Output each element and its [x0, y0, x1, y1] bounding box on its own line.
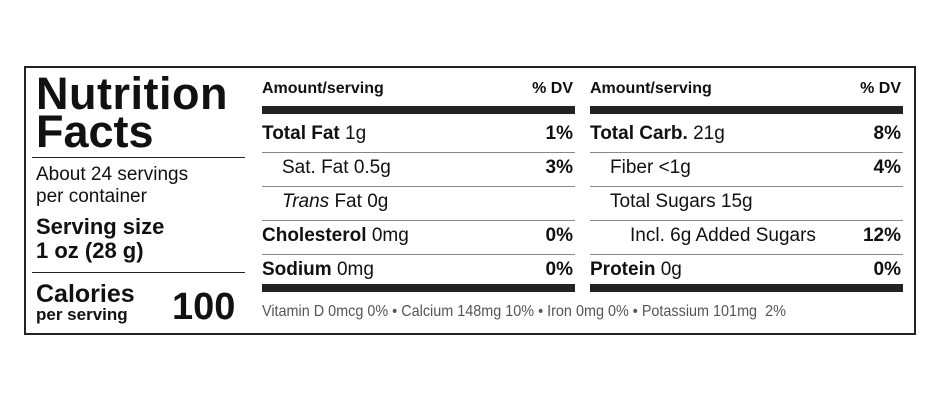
divider [32, 272, 245, 273]
nutrient-amount: 0mg [371, 225, 409, 246]
row-divider [590, 152, 903, 153]
nutrient-amount: 1g [345, 123, 367, 144]
calories: 100 [172, 286, 236, 328]
header-dv: % DV [860, 80, 901, 97]
nutrition-label: Nutrition Facts About 24 servings per co… [24, 66, 916, 335]
serving-size-label: Serving size [36, 214, 165, 239]
header-amount: Amount/serving [262, 80, 384, 97]
nutrient-name: Fiber [610, 157, 654, 178]
row-divider [262, 186, 575, 187]
nutrient-name: Cholesterol [262, 225, 367, 246]
header-amount: Amount/serving [590, 80, 712, 97]
header-dv: % DV [532, 80, 573, 97]
footer: Vitamin D 0mcg 0% • Calcium 148mg 10% • … [262, 303, 786, 320]
daily-value: 0% [873, 259, 901, 280]
row: Total Carb. 21g [590, 123, 725, 145]
nutrient-amount: 15g [720, 191, 753, 212]
daily-value: 1% [545, 123, 573, 144]
row: Sodium 0mg [262, 259, 374, 281]
nutrient-name: Total Carb. [590, 123, 688, 144]
thick-bar [262, 284, 575, 292]
row: Cholesterol 0mg [262, 225, 409, 247]
thick-bar [590, 284, 903, 292]
nutrient-amount: <1g [658, 157, 691, 178]
daily-value: 8% [873, 123, 901, 144]
row-divider [262, 220, 575, 221]
daily-value: 4% [873, 157, 901, 178]
servings: per container [36, 186, 147, 207]
nutrient-name: Sodium [262, 259, 332, 280]
nutrient-amount: 21g [693, 123, 725, 144]
row: Incl. 6g Added Sugars [630, 225, 816, 247]
thick-bar [590, 106, 903, 114]
nutrient-name: Sat. Fat [282, 157, 349, 178]
daily-value: 0% [545, 259, 573, 280]
row: Fiber <1g [610, 157, 691, 179]
row-divider [262, 254, 575, 255]
daily-value: 3% [545, 157, 573, 178]
nutrient-name: Total Fat [262, 123, 340, 144]
row: Protein 0g [590, 259, 682, 281]
calories-label: Calories [36, 280, 135, 308]
nutrient-name: Fat [334, 191, 362, 212]
row-divider [262, 152, 575, 153]
nutrient-amount: 0g [660, 259, 682, 280]
nutrient-name: Incl. 6g Added Sugars [630, 225, 816, 246]
calories-sub: per serving [36, 305, 128, 324]
row-divider [590, 220, 903, 221]
nutrient-amount: 0mg [336, 259, 374, 280]
nutrient-amount: 0g [367, 191, 389, 212]
nutrient-name: Total Sugars [610, 191, 716, 212]
nutrient-name: Trans [282, 191, 330, 212]
thick-bar [262, 106, 575, 114]
divider [32, 157, 245, 158]
row-divider [590, 186, 903, 187]
nutrient-amount: 0.5g [353, 157, 391, 178]
servings: About 24 servings [36, 164, 189, 185]
row-divider [590, 254, 903, 255]
row: Trans Fat 0g [282, 191, 388, 213]
daily-value: 0% [545, 225, 573, 246]
title: Nutrition [36, 68, 228, 119]
daily-value: 12% [862, 225, 901, 246]
title: Facts [36, 106, 154, 157]
row: Total Fat 1g [262, 123, 366, 145]
serving-size: 1 oz (28 g) [36, 238, 144, 263]
nutrient-name: Protein [590, 259, 656, 280]
row: Sat. Fat 0.5g [282, 157, 391, 179]
row: Total Sugars 15g [610, 191, 753, 213]
